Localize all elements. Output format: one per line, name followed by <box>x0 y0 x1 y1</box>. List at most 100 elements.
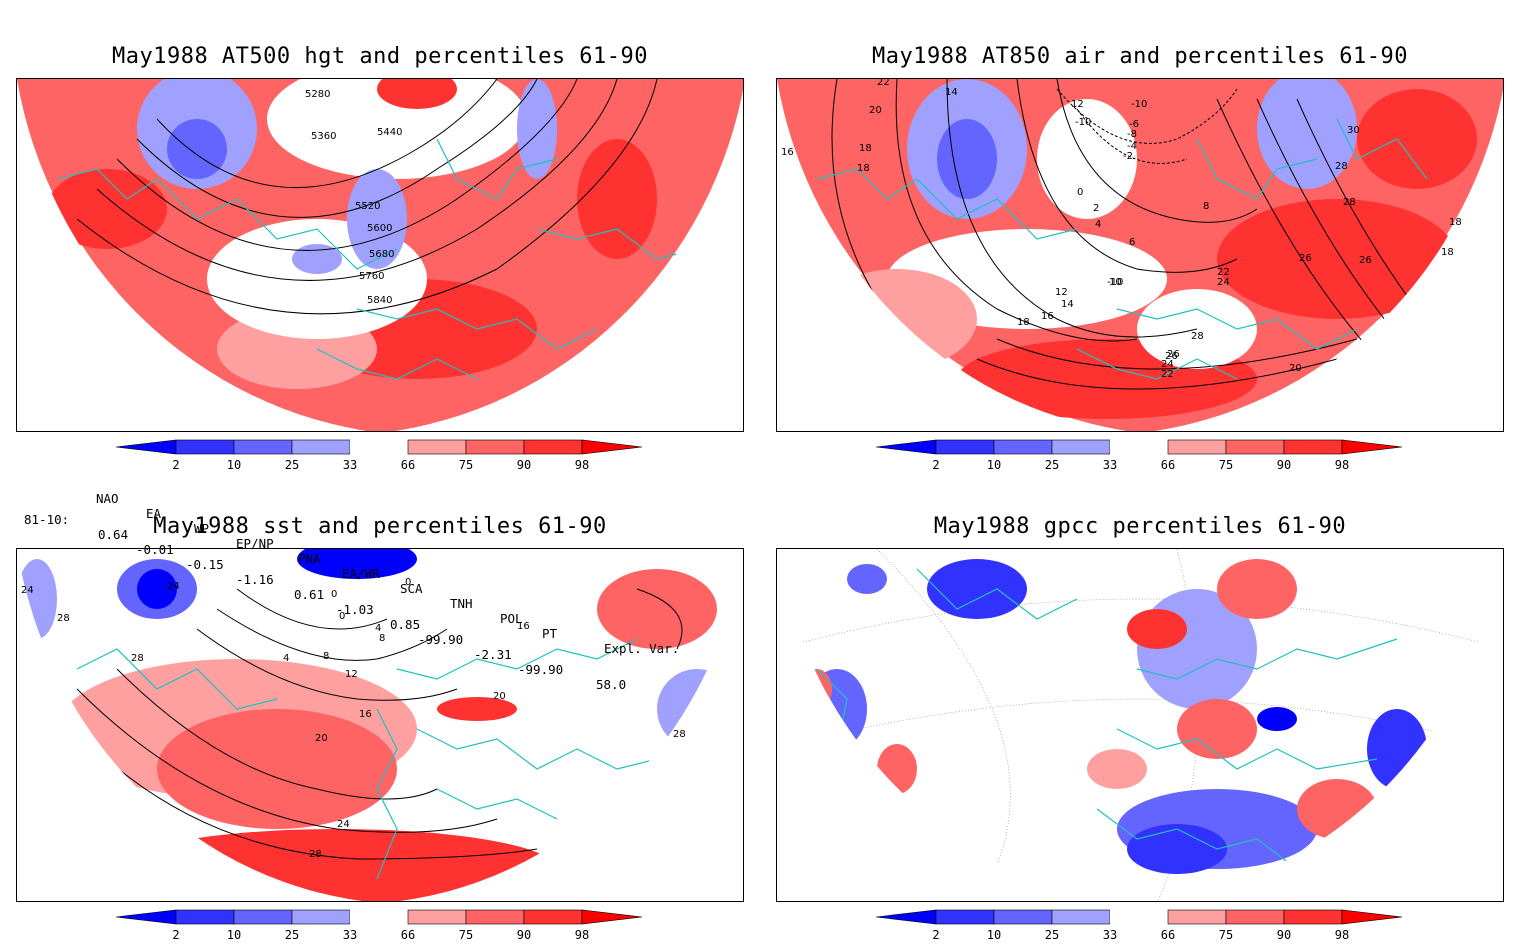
panel-4-title: May1988 gpcc percentiles 61-90 <box>933 514 1347 539</box>
colorbar-arrow-low <box>875 909 937 925</box>
index-header: EA <box>146 506 162 521</box>
colorbar-segment <box>1051 909 1111 925</box>
contour-label: 26 <box>1299 253 1312 264</box>
map-panel-at850: 22 14 20 18 18 16 12 -10 -10 -6 -8 -4 -2… <box>776 78 1504 432</box>
contour-label: -6 <box>1129 119 1139 130</box>
contour-label: 26 <box>1165 351 1178 362</box>
colorbar-arrow-high <box>1341 439 1403 455</box>
contour-label: 30 <box>1347 125 1360 136</box>
colorbar-arrow-high <box>1341 909 1403 925</box>
contour-label: 5680 <box>369 249 394 260</box>
colorbar-tick-label: 2 <box>172 458 179 472</box>
index-value: -1.03 <box>336 602 374 617</box>
index-header: Expl. Var. <box>604 641 680 656</box>
index-value-row: 81-10: 0.64 -0.01 -0.15 -1.16 0.61 -1.03… <box>0 497 760 692</box>
colorbar-segment <box>1167 439 1227 455</box>
colorbar-arrow-low <box>875 439 937 455</box>
contour-label: 2 <box>1093 203 1099 214</box>
colorbar-tick-label: 10 <box>987 928 1001 942</box>
index-header: PNA <box>298 551 321 566</box>
colorbar-tick-label: 75 <box>459 458 473 472</box>
contour-label: 28 <box>1191 331 1204 342</box>
colorbar-segment <box>291 909 351 925</box>
colorbar-segment <box>993 439 1053 455</box>
colorbar-tick-label: 10 <box>227 458 241 472</box>
contour-label: 20 <box>1289 363 1302 374</box>
contour-label: 24 <box>1217 277 1230 288</box>
contour-label: 5840 <box>367 295 392 306</box>
contour-label: 20 <box>315 733 328 744</box>
colorbar-arrow-high <box>581 909 643 925</box>
colorbar-segment <box>1110 440 1168 454</box>
contour-label: -10 <box>1131 99 1147 110</box>
colorbar-segment <box>993 909 1053 925</box>
colorbar-segment <box>935 909 995 925</box>
colorbar-tick-label: 66 <box>401 928 415 942</box>
contour-label: 5440 <box>377 127 402 138</box>
colorbar-segment <box>1225 909 1285 925</box>
contour-label: 8 <box>379 633 385 644</box>
index-value: 58.0 <box>596 677 627 692</box>
index-row-label: 81-10: <box>24 512 70 527</box>
index-header: POL <box>500 611 523 626</box>
contour-label: -4 <box>1127 141 1137 152</box>
colorbar-tick-label: 98 <box>1335 458 1349 472</box>
index-header: EA/WR <box>342 566 380 581</box>
index-value: -2.31 <box>474 647 512 662</box>
colorbar-tick-label: 98 <box>1335 928 1349 942</box>
contour-label: 28 <box>1335 161 1348 172</box>
contour-label: -8 <box>1127 129 1137 140</box>
colorbar-tick-label: 90 <box>1277 458 1291 472</box>
index-value: -0.01 <box>136 542 174 557</box>
colorbar-tick-label: 90 <box>517 458 531 472</box>
contour-label: 6 <box>1129 237 1135 248</box>
index-header: PT <box>542 626 558 641</box>
contour-label: 24 <box>21 585 34 596</box>
contour-labels: 5280 5360 5440 5520 5600 5680 5760 5840 <box>305 89 402 306</box>
colorbar-tick-label: 10 <box>227 928 241 942</box>
colorbar-tick-label: 90 <box>1277 928 1291 942</box>
contour-label: 5760 <box>359 271 384 282</box>
contour-label: 18 <box>1449 217 1462 228</box>
colorbar-segment <box>233 439 293 455</box>
contour-label: 28 <box>1343 197 1356 208</box>
colorbar-tick-label: 25 <box>285 928 299 942</box>
contour-label: 22 <box>877 79 890 88</box>
index-header: SCA <box>400 581 423 596</box>
contour-label: -10 <box>1107 277 1123 288</box>
contour-label: 28 <box>673 729 686 740</box>
colorbar-segment <box>465 909 525 925</box>
contour-label: 18 <box>859 143 872 154</box>
contour-label: 5600 <box>367 223 392 234</box>
map-panel-sst: 24 24 28 28 0 0 0 4 8 4 8 12 16 16 20 20… <box>16 548 744 902</box>
contour-label: 22 <box>1161 369 1174 380</box>
contour-label: 18 <box>857 163 870 174</box>
colorbar-tick-label: 98 <box>575 458 589 472</box>
contour-label: 8 <box>323 651 329 662</box>
contour-label: 28 <box>309 849 322 860</box>
colorbar-segment <box>523 909 583 925</box>
contour-label: 28 <box>57 613 70 624</box>
index-header: NAO <box>96 491 119 506</box>
colorbar-segment <box>523 439 583 455</box>
map-panel-gpcc <box>776 548 1504 902</box>
colorbar-segment <box>1051 439 1111 455</box>
colorbar-tick-label: 2 <box>172 928 179 942</box>
colorbar-segment <box>1283 909 1343 925</box>
contour-label: 10 <box>1109 277 1122 288</box>
colorbar-arrow-low <box>115 439 177 455</box>
colorbar-tick-label: 2 <box>932 458 939 472</box>
contour-label: 20 <box>869 105 882 116</box>
colorbar-tick-label: 66 <box>1161 928 1175 942</box>
colorbar-segment <box>291 439 351 455</box>
index-header: WP <box>194 521 210 536</box>
contour-labels: 24 24 28 28 0 0 0 4 8 4 8 12 16 16 20 20… <box>21 577 686 860</box>
contour-label: 0 <box>339 611 345 622</box>
colorbar-tick-label: 33 <box>343 458 357 472</box>
colorbar-tick-label: 33 <box>343 928 357 942</box>
index-value: -99.90 <box>418 632 464 647</box>
contour-label: 5520 <box>355 201 380 212</box>
index-value: -0.15 <box>186 557 224 572</box>
colorbar-arrow-high <box>581 439 643 455</box>
map-panel-at500: 5280 5360 5440 5520 5600 5680 5760 5840 <box>16 78 744 432</box>
